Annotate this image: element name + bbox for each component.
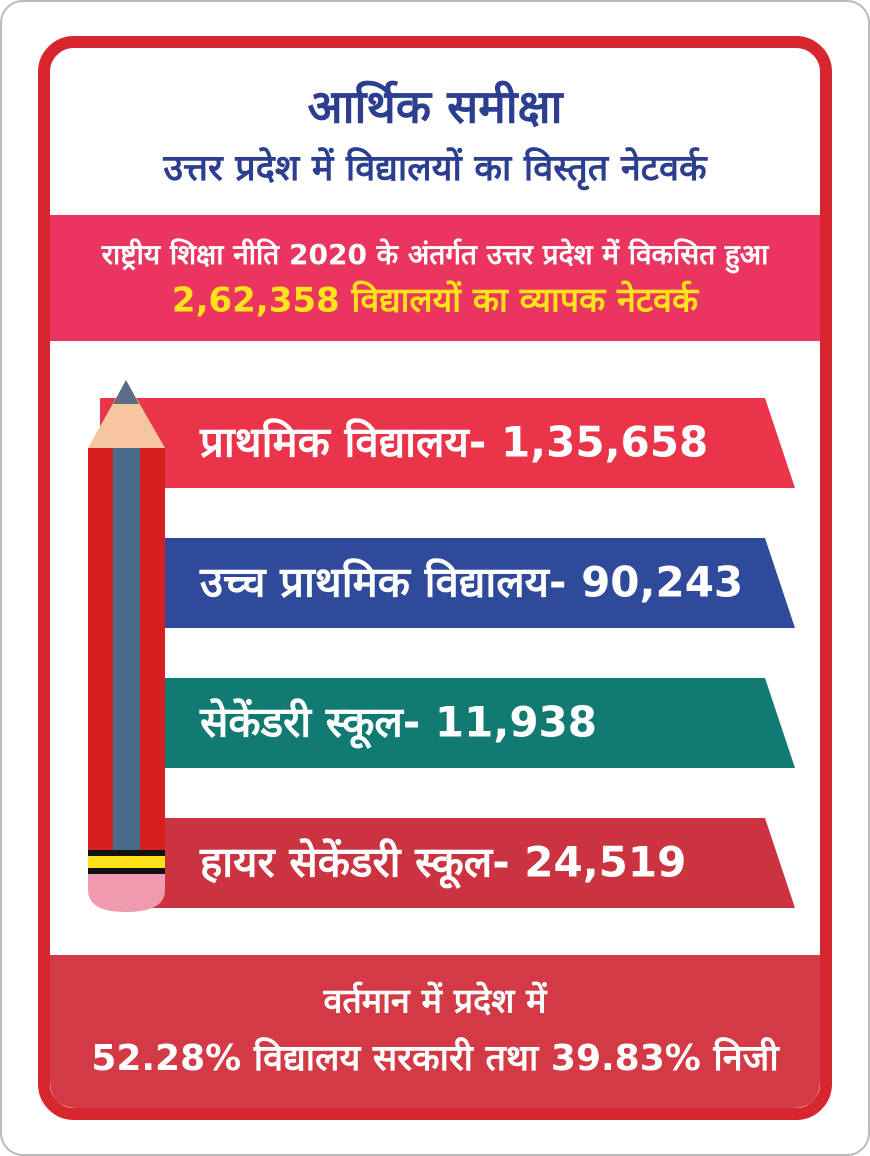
banner-highlight: 2,62,358 विद्यालयों का व्यापक नेटवर्क <box>172 280 700 321</box>
item-label: सेकेंडरी स्कूल- 11,938 <box>199 698 597 750</box>
title: आर्थिक समीक्षा <box>307 80 564 134</box>
footer-box <box>50 955 820 1108</box>
subtitle: उत्तर प्रदेश में विद्यालयों का विस्तृत न… <box>162 147 708 191</box>
footer-line: 52.28% विद्यालय सरकारी तथा 39.83% निजी <box>91 1037 780 1079</box>
item-label: प्राथमिक विद्यालय- 1,35,658 <box>199 418 708 467</box>
ribbon <box>100 818 795 908</box>
banner-line: राष्ट्रीय शिक्षा नीति 2020 के अंतर्गत उत… <box>101 238 770 274</box>
item-label: उच्च प्राथमिक विद्यालय- 90,243 <box>199 558 743 607</box>
ribbon <box>100 678 795 768</box>
banner <box>50 215 820 341</box>
item-label: हायर सेकेंडरी स्कूल- 24,519 <box>199 838 686 890</box>
ribbon <box>100 398 795 488</box>
ribbon <box>100 538 795 628</box>
pencil <box>88 380 165 912</box>
footer-line: वर्तमान में प्रदेश में <box>323 981 549 1022</box>
